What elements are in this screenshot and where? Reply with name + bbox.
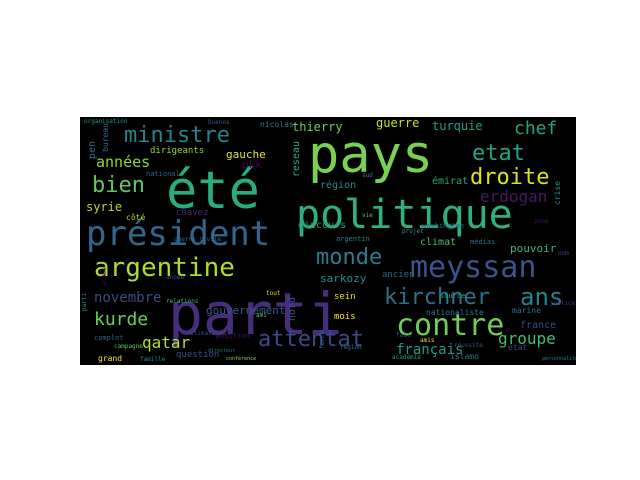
word-etat: etat	[472, 141, 525, 166]
word-novembre: novembre	[94, 290, 162, 306]
word-turquie: turquie	[432, 119, 483, 133]
word-kurde: kurde	[94, 309, 149, 330]
word-politique: politique	[296, 192, 513, 238]
word-bureau: bureau	[101, 123, 110, 152]
word-reseau: reseau	[291, 141, 302, 178]
word-academie: académie	[392, 354, 421, 361]
word-guerre-civile: guerre civile	[174, 236, 221, 243]
word-attentat: attentat	[258, 327, 364, 352]
word-ans: ans	[520, 283, 564, 311]
word-france: france	[520, 320, 557, 331]
word-fait: fait	[396, 332, 411, 339]
word-complot: complot	[94, 334, 124, 342]
word-crise: crise	[553, 181, 562, 206]
word-cote: côté	[126, 213, 146, 222]
word-climat: climat	[420, 237, 457, 248]
word-nationaliste: nationaliste	[426, 308, 484, 317]
word-nord: nord	[287, 297, 298, 322]
word-armee: armée	[101, 267, 108, 286]
word-argentine: argentine	[94, 253, 235, 283]
word-chavez: chavez	[176, 208, 209, 218]
word-sarkozy: sarkozy	[320, 272, 367, 285]
word-groupe: groupe	[498, 329, 556, 348]
word-pkk: pkk	[242, 158, 262, 171]
word-pays: pays	[308, 125, 434, 185]
word-famille: famille	[140, 356, 166, 363]
word-amis: amis	[420, 337, 435, 344]
word-buenos: buenos	[208, 119, 230, 126]
word-cloud: parti été pays politique président argentine m…	[80, 117, 576, 365]
word-monde: monde	[316, 245, 383, 270]
word-medias: médias	[470, 238, 496, 246]
word-erdogan: erdogan	[480, 187, 548, 206]
word-mois: mois	[334, 312, 356, 322]
word-vie: vie	[362, 212, 373, 219]
word-sein: sein	[334, 292, 356, 302]
word-washington: washington	[422, 222, 465, 230]
word-emirat: émirat	[432, 176, 469, 187]
word-islamo: islamo	[450, 352, 479, 361]
word-organisation: organisation	[84, 118, 128, 125]
word-parti: parti	[168, 280, 343, 348]
word-climatique: climatique	[190, 330, 227, 337]
word-position: position	[216, 332, 250, 340]
word-region: région	[320, 180, 357, 191]
word-president: président	[86, 214, 271, 254]
word-directeur: directeur	[208, 348, 236, 354]
word-chef: chef	[514, 118, 558, 139]
word-marine: marine	[512, 306, 541, 315]
word-ete: été	[166, 161, 260, 221]
word-tout: tout	[266, 290, 281, 297]
word-source: source	[440, 292, 466, 300]
word-campagne: campagne	[114, 343, 143, 350]
word-grand: grand	[98, 354, 123, 363]
word-question: question	[176, 350, 220, 360]
word-kirchner: kirchner	[384, 285, 490, 310]
word-reussite: réussite	[454, 342, 483, 349]
word-etat: etat	[508, 343, 528, 352]
word-discours: discours	[298, 220, 347, 231]
word-bien: bien	[92, 173, 145, 198]
word-pen: pen	[87, 141, 98, 160]
word-nom: nom	[558, 250, 569, 257]
word-ministre: ministre	[124, 123, 230, 148]
word-zone: zone	[534, 218, 549, 225]
word-gauche: gauche	[226, 148, 266, 161]
word-francais: français	[396, 342, 464, 358]
word-contre: contre	[396, 308, 505, 343]
word-guerre: guerre	[376, 117, 420, 130]
word-argentin: argentin	[336, 235, 370, 243]
word-qatar: qatar	[142, 333, 191, 352]
word-syrie: syrie	[86, 200, 123, 214]
word-relations: relations	[166, 298, 199, 305]
word-gouvernement: gouvernement	[206, 304, 286, 317]
word-nicolas: nicolas	[260, 120, 294, 129]
word-annee: année	[166, 274, 185, 281]
word-national: national	[146, 170, 180, 178]
word-annees: années	[96, 153, 151, 171]
word-ami: ami	[256, 312, 267, 319]
word-pouvoir: pouvoir	[510, 242, 557, 255]
word-projet: projet	[402, 228, 424, 235]
word-parti: parti	[81, 293, 88, 312]
word-meyssan: meyssan	[410, 250, 537, 285]
word-conference: conférence	[226, 356, 257, 362]
word-thierry: thierry	[292, 120, 343, 134]
word-droite: droite	[470, 165, 550, 190]
word-personnalite: personnalité	[542, 356, 576, 362]
word-force: force	[319, 331, 326, 350]
word-dirigeants: dirigeants	[150, 146, 205, 156]
word-sud: sud	[362, 172, 373, 179]
word-justice: justice	[550, 300, 576, 307]
word-region: région	[340, 344, 362, 351]
word-ancien: ancien	[382, 270, 415, 280]
